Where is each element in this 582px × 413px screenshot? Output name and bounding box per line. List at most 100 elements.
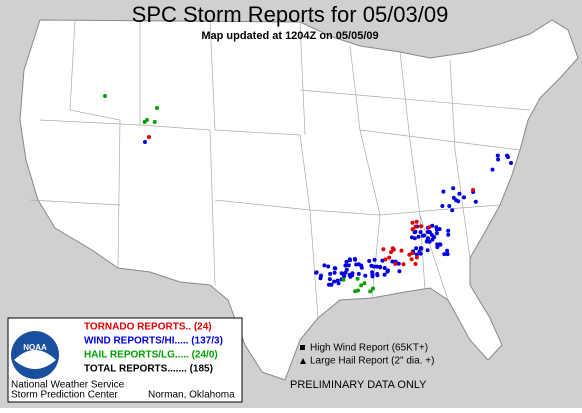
report-dot xyxy=(352,257,357,261)
reports xyxy=(103,94,513,294)
report-dot xyxy=(447,204,452,208)
report-dot xyxy=(416,234,421,239)
report-dot xyxy=(456,199,461,204)
wind-label: WIND REPORTS/HI..... (137/3) xyxy=(84,336,223,347)
report-dot xyxy=(409,257,414,262)
report-dot xyxy=(371,286,375,291)
report-dot xyxy=(410,220,415,225)
report-dot xyxy=(362,281,367,286)
report-dot xyxy=(314,270,319,275)
report-dot xyxy=(509,161,513,165)
report-dot xyxy=(390,259,395,264)
report-dot xyxy=(372,257,377,262)
report-dot xyxy=(495,153,500,158)
report-dot xyxy=(378,265,383,270)
report-dot xyxy=(326,264,331,269)
report-dot xyxy=(446,232,451,237)
report-dot xyxy=(462,195,466,200)
report-dot xyxy=(441,189,446,194)
report-dot xyxy=(356,271,361,276)
report-dot xyxy=(386,268,390,273)
total-label: TOTAL REPORTS....... (185) xyxy=(84,364,213,375)
report-dot xyxy=(418,251,423,256)
report-dot xyxy=(471,188,475,192)
report-dot xyxy=(457,191,462,196)
report-dot xyxy=(147,135,151,139)
report-dot xyxy=(410,251,415,256)
large-hail-icon xyxy=(300,358,306,364)
report-dot xyxy=(363,273,368,278)
org-city: Norman, Oklahoma xyxy=(148,390,235,401)
noaa-wave xyxy=(14,350,56,369)
report-dot xyxy=(322,263,327,268)
report-dot xyxy=(370,274,375,279)
report-dot xyxy=(390,246,395,251)
us-outline xyxy=(19,19,579,381)
report-dot xyxy=(437,242,442,247)
report-dot xyxy=(152,119,157,124)
state-lines xyxy=(29,19,531,319)
report-dot xyxy=(344,259,349,264)
report-dot xyxy=(473,199,478,204)
tornado-label: TORNADO REPORTS.. (24) xyxy=(84,322,212,333)
report-dot xyxy=(442,252,447,257)
report-dot xyxy=(341,273,346,278)
report-dot xyxy=(350,273,355,278)
report-dot xyxy=(155,106,159,110)
report-dot xyxy=(414,252,419,257)
report-dot xyxy=(380,258,385,263)
report-dot xyxy=(440,204,445,208)
report-dot xyxy=(409,235,414,240)
report-dot xyxy=(327,282,331,287)
report-dot xyxy=(426,230,431,235)
report-dot xyxy=(399,248,404,253)
org-center: Storm Prediction Center xyxy=(11,390,118,401)
logo-text: NOAA xyxy=(23,343,47,352)
report-dot xyxy=(381,247,386,252)
report-dot xyxy=(348,258,352,263)
report-dot xyxy=(414,255,419,260)
report-dot xyxy=(413,229,418,234)
report-dot xyxy=(435,245,440,250)
report-dot xyxy=(445,252,450,257)
report-dot xyxy=(413,224,418,229)
report-dot xyxy=(328,271,333,276)
hail-label: HAIL REPORTS/LG..... (24/0) xyxy=(84,350,218,361)
report-dot xyxy=(143,140,147,144)
report-dot xyxy=(374,264,379,269)
org-name: National Weather Service xyxy=(11,380,125,391)
report-dot xyxy=(142,120,147,124)
report-dot xyxy=(425,248,430,253)
report-dot xyxy=(356,288,360,293)
report-dot xyxy=(368,289,373,294)
report-dot xyxy=(346,263,351,268)
report-dot xyxy=(410,227,415,232)
report-dot xyxy=(430,223,435,228)
report-dot xyxy=(490,167,495,172)
report-dot xyxy=(354,262,359,267)
large-hail-label: Large Hail Report (2" dia. +) xyxy=(310,356,434,367)
report-dot xyxy=(355,276,360,281)
preliminary-note: PRELIMINARY DATA ONLY xyxy=(290,379,427,391)
report-dot xyxy=(432,235,437,240)
report-dot xyxy=(327,277,332,282)
report-dot xyxy=(414,246,419,251)
report-dot xyxy=(382,272,387,277)
report-dot xyxy=(427,225,432,230)
report-dot xyxy=(359,283,364,288)
report-dot xyxy=(426,236,430,241)
report-dot xyxy=(413,262,418,266)
report-dot xyxy=(393,261,398,266)
report-dot xyxy=(446,228,451,233)
report-dot xyxy=(332,279,337,284)
report-dot xyxy=(359,263,364,268)
report-dot xyxy=(418,246,423,250)
report-dot xyxy=(382,266,387,270)
report-dot xyxy=(387,255,392,260)
report-dot xyxy=(341,277,346,282)
report-dot xyxy=(418,230,423,235)
report-dot xyxy=(445,248,450,253)
report-dot xyxy=(450,208,455,213)
report-dot xyxy=(383,257,388,262)
